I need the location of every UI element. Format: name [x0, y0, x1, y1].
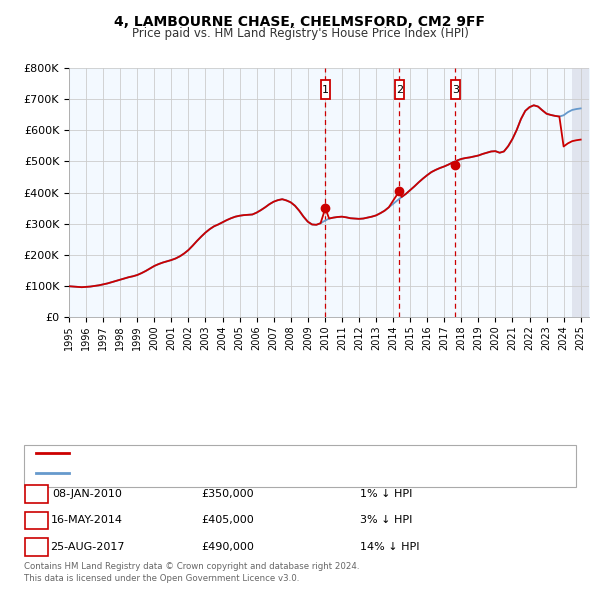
- Text: 3% ↓ HPI: 3% ↓ HPI: [360, 516, 412, 525]
- Text: Contains HM Land Registry data © Crown copyright and database right 2024.: Contains HM Land Registry data © Crown c…: [24, 562, 359, 571]
- Text: 08-JAN-2010: 08-JAN-2010: [52, 489, 122, 499]
- Text: 4, LAMBOURNE CHASE, CHELMSFORD, CM2 9FF (detached house): 4, LAMBOURNE CHASE, CHELMSFORD, CM2 9FF …: [75, 448, 418, 458]
- FancyBboxPatch shape: [451, 80, 460, 99]
- FancyBboxPatch shape: [395, 80, 404, 99]
- Text: £490,000: £490,000: [202, 542, 254, 552]
- Text: 2: 2: [396, 85, 403, 94]
- FancyBboxPatch shape: [320, 80, 330, 99]
- Text: 4, LAMBOURNE CHASE, CHELMSFORD, CM2 9FF: 4, LAMBOURNE CHASE, CHELMSFORD, CM2 9FF: [115, 15, 485, 29]
- Text: 3: 3: [33, 540, 40, 553]
- Text: 1% ↓ HPI: 1% ↓ HPI: [360, 489, 412, 499]
- Text: HPI: Average price, detached house, Chelmsford: HPI: Average price, detached house, Chel…: [75, 468, 328, 478]
- Text: 16-MAY-2014: 16-MAY-2014: [51, 516, 123, 525]
- Text: This data is licensed under the Open Government Licence v3.0.: This data is licensed under the Open Gov…: [24, 574, 299, 583]
- Text: 1: 1: [33, 487, 40, 500]
- Text: 1: 1: [322, 85, 329, 94]
- Bar: [572, 68, 589, 317]
- Text: £405,000: £405,000: [202, 516, 254, 525]
- Text: 25-AUG-2017: 25-AUG-2017: [50, 542, 124, 552]
- Text: 2: 2: [33, 514, 40, 527]
- Text: 14% ↓ HPI: 14% ↓ HPI: [360, 542, 419, 552]
- Text: Price paid vs. HM Land Registry's House Price Index (HPI): Price paid vs. HM Land Registry's House …: [131, 27, 469, 40]
- Text: £350,000: £350,000: [202, 489, 254, 499]
- Text: 3: 3: [452, 85, 459, 94]
